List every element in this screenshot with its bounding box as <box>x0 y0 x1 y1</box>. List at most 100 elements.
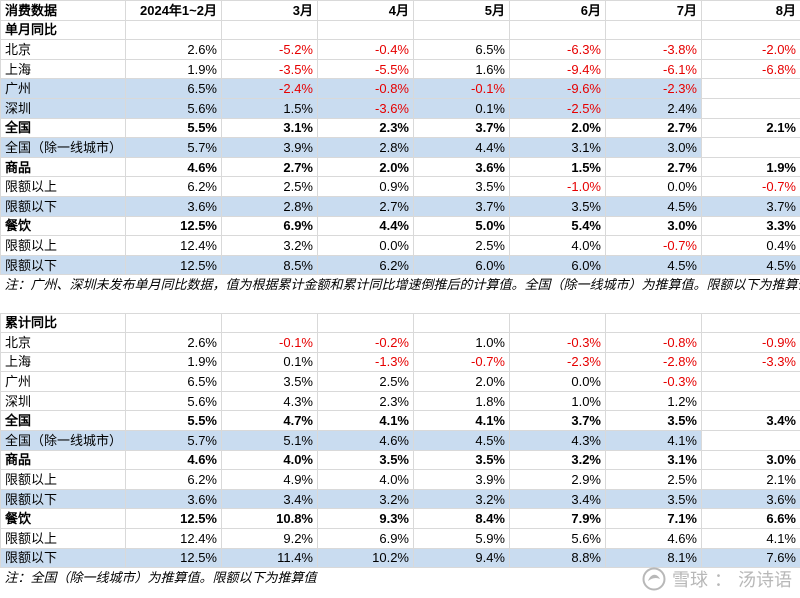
value-cell: 4.5% <box>605 254 702 276</box>
value-cell: -0.7% <box>413 351 510 373</box>
value-cell: 1.0% <box>509 390 606 412</box>
table-row: 深圳 5.6% 1.5% -3.6% 0.1% -2.5% 2.4% <box>0 97 800 119</box>
value-cell: 10.2% <box>317 547 414 569</box>
value-cell: -3.3% <box>701 351 800 373</box>
table-row: 商品 4.6% 2.7% 2.0% 3.6% 1.5% 2.7% 1.9% <box>0 156 800 178</box>
table-row: 全国（除一线城市） 5.7% 3.9% 2.8% 4.4% 3.1% 3.0% <box>0 137 800 158</box>
value-cell: 6.5% <box>125 371 222 392</box>
value-cell: 6.6% <box>701 508 800 530</box>
header-month-cell: 8月 <box>701 0 800 21</box>
value-cell: 1.9% <box>701 156 800 178</box>
table-row: 广州 6.5% -2.4% -0.8% -0.1% -9.6% -2.3% <box>0 78 800 99</box>
row-label: 广州 <box>0 371 126 392</box>
value-cell: 12.5% <box>125 254 222 276</box>
value-cell <box>701 390 800 412</box>
value-cell <box>701 97 800 119</box>
table-row: 北京 2.6% -5.2% -0.4% 6.5% -6.3% -3.8% -2.0% <box>0 39 800 60</box>
value-cell: 2.8% <box>317 137 414 158</box>
value-cell: -3.8% <box>605 39 702 60</box>
value-cell: 3.5% <box>605 488 702 510</box>
value-cell: 6.0% <box>509 254 606 276</box>
value-cell <box>701 371 800 392</box>
value-cell: 1.5% <box>221 97 318 119</box>
value-cell: 0.9% <box>317 176 414 197</box>
row-label: 深圳 <box>0 97 126 119</box>
value-cell: -2.8% <box>605 351 702 373</box>
row-label: 限额以上 <box>0 469 126 490</box>
value-cell: 3.7% <box>413 117 510 139</box>
value-cell: 8.1% <box>605 547 702 569</box>
value-cell: 11.4% <box>221 547 318 569</box>
value-cell: 12.5% <box>125 215 222 237</box>
empty-cell <box>221 19 318 41</box>
value-cell: 4.1% <box>413 410 510 432</box>
value-cell: 1.2% <box>605 390 702 412</box>
table-row: 餐饮 12.5% 6.9% 4.4% 5.0% 5.4% 3.0% 3.3% <box>0 215 800 237</box>
empty-cell <box>605 19 702 41</box>
value-cell: 3.2% <box>509 449 606 471</box>
table-row: 全国 5.5% 3.1% 2.3% 3.7% 2.0% 2.7% 2.1% <box>0 117 800 139</box>
value-cell: 2.9% <box>509 469 606 490</box>
header-month-cell: 6月 <box>509 0 606 21</box>
value-cell: 2.5% <box>413 235 510 256</box>
value-cell: -2.0% <box>701 39 800 60</box>
value-cell: 3.5% <box>605 410 702 432</box>
value-cell: 4.0% <box>317 469 414 490</box>
value-cell: 2.8% <box>221 195 318 217</box>
value-cell: -2.5% <box>509 97 606 119</box>
table-row: 全国（除一线城市） 5.7% 5.1% 4.6% 4.5% 4.3% 4.1% <box>0 430 800 451</box>
table-row: 餐饮 12.5% 10.8% 9.3% 8.4% 7.9% 7.1% 6.6% <box>0 508 800 530</box>
value-cell: 4.6% <box>125 156 222 178</box>
empty-cell <box>413 19 510 41</box>
value-cell: 4.1% <box>701 528 800 549</box>
value-cell: -0.7% <box>701 176 800 197</box>
value-cell: 2.1% <box>701 469 800 490</box>
empty-cell <box>317 312 414 334</box>
value-cell: 1.8% <box>413 390 510 412</box>
value-cell: 12.4% <box>125 235 222 256</box>
value-cell: 1.6% <box>413 58 510 80</box>
value-cell: 2.3% <box>317 390 414 412</box>
value-cell: 5.0% <box>413 215 510 237</box>
value-cell: 3.9% <box>221 137 318 158</box>
value-cell: 6.9% <box>317 528 414 549</box>
empty-cell <box>701 19 800 41</box>
value-cell: 3.0% <box>605 137 702 158</box>
value-cell: 3.1% <box>509 137 606 158</box>
value-cell: 7.6% <box>701 547 800 569</box>
row-label: 深圳 <box>0 390 126 412</box>
value-cell: -0.1% <box>413 78 510 99</box>
value-cell: 3.7% <box>701 195 800 217</box>
value-cell: 3.9% <box>413 469 510 490</box>
value-cell: -3.5% <box>221 58 318 80</box>
value-cell: 6.2% <box>317 254 414 276</box>
table-row: 限额以下 3.6% 2.8% 2.7% 3.7% 3.5% 4.5% 3.7% <box>0 195 800 217</box>
section-title: 单月同比 <box>0 19 126 41</box>
value-cell: 4.6% <box>125 449 222 471</box>
value-cell: 5.9% <box>413 528 510 549</box>
row-label: 商品 <box>0 449 126 471</box>
value-cell: 6.2% <box>125 176 222 197</box>
value-cell: 2.0% <box>413 371 510 392</box>
section1-note-row: 注：广州、深圳未发布单月同比数据，值为根据累计金额和累计同比增速倒推后的计算值。… <box>1 275 800 294</box>
footnote: 注：广州、深圳未发布单月同比数据，值为根据累计金额和累计同比增速倒推后的计算值。… <box>4 277 800 293</box>
value-cell: 2.0% <box>317 156 414 178</box>
value-cell: 3.6% <box>125 488 222 510</box>
header-row: 消费数据 2024年1~2月 3月 4月 5月 6月 7月 8月 <box>0 0 800 21</box>
value-cell: 4.0% <box>221 449 318 471</box>
header-month-cell: 3月 <box>221 0 318 21</box>
row-label: 限额以上 <box>0 176 126 197</box>
value-cell: 4.3% <box>221 390 318 412</box>
value-cell: 3.2% <box>413 488 510 510</box>
row-label: 全国（除一线城市） <box>0 137 126 158</box>
value-cell: 3.5% <box>221 371 318 392</box>
value-cell: 5.7% <box>125 430 222 451</box>
value-cell: 0.0% <box>509 371 606 392</box>
value-cell: 2.7% <box>605 156 702 178</box>
value-cell: 2.5% <box>317 371 414 392</box>
empty-cell <box>509 19 606 41</box>
value-cell: 1.5% <box>509 156 606 178</box>
value-cell: 1.9% <box>125 351 222 373</box>
value-cell: 3.4% <box>221 488 318 510</box>
